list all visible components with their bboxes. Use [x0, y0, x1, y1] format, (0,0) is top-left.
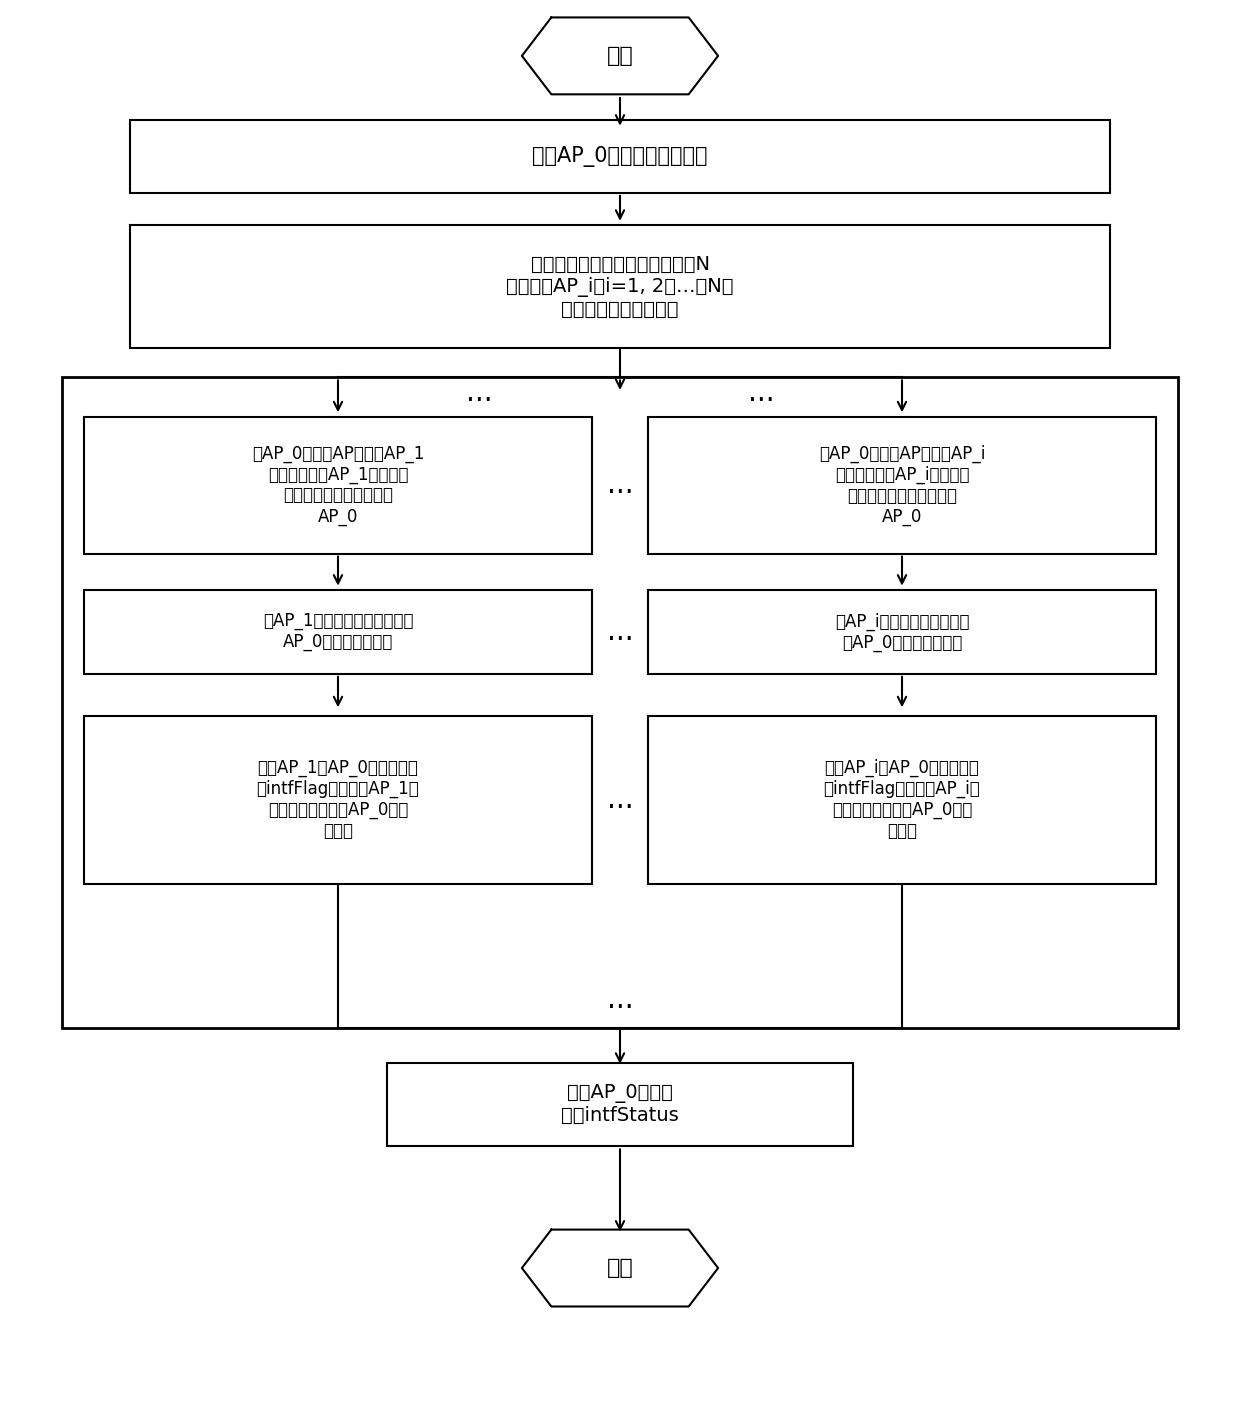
Text: ...: ...	[606, 618, 634, 645]
Text: 更新AP_0的信道质量评估表: 更新AP_0的信道质量评估表	[532, 145, 708, 167]
Text: 结束: 结束	[606, 1258, 634, 1278]
Text: ...: ...	[606, 785, 634, 813]
Text: 开始: 开始	[606, 45, 634, 66]
FancyBboxPatch shape	[647, 590, 1157, 674]
FancyBboxPatch shape	[83, 417, 593, 554]
Text: 将AP_0的邻居AP列表中AP_i
的信息拷贝到AP_i的干扰情
况评估表中，表头更换为
AP_0: 将AP_0的邻居AP列表中AP_i 的信息拷贝到AP_i的干扰情 况评估表中，表…	[818, 445, 986, 525]
FancyBboxPatch shape	[647, 716, 1157, 884]
Text: ...: ...	[606, 472, 634, 498]
Text: 在AP_1的干扰情况评估表中的
AP_0项中添加时间戳: 在AP_1的干扰情况评估表中的 AP_0项中添加时间戳	[263, 613, 413, 651]
Text: 计算AP_i对AP_0的干扰标志
位intfFlag并记录在AP_i的
干扰情况评估表中AP_0项的
对应位: 计算AP_i对AP_0的干扰标志 位intfFlag并记录在AP_i的 干扰情况…	[823, 760, 981, 840]
FancyBboxPatch shape	[647, 417, 1157, 554]
Text: 计算AP_0的干扰
状态intfStatus: 计算AP_0的干扰 状态intfStatus	[562, 1084, 678, 1125]
FancyBboxPatch shape	[387, 1062, 853, 1147]
FancyBboxPatch shape	[129, 120, 1111, 193]
Text: ...: ...	[606, 986, 634, 1014]
FancyBboxPatch shape	[83, 716, 593, 884]
Text: ...: ...	[466, 378, 492, 407]
Text: 计算AP_1对AP_0的干扰标志
位intfFlag并记录在AP_1的
干扰情况评估表中AP_0项的
对应位: 计算AP_1对AP_0的干扰标志 位intfFlag并记录在AP_1的 干扰情况…	[257, 760, 419, 840]
Text: 触发其信道质量评估表中记录的N
个同频邻AP_i（i=1, 2，…，N）
更新其干扰情况评估表: 触发其信道质量评估表中记录的N 个同频邻AP_i（i=1, 2，…，N） 更新其…	[506, 254, 734, 319]
Text: 在AP_i的干扰情况评估表中
的AP_0项中添加时间戳: 在AP_i的干扰情况评估表中 的AP_0项中添加时间戳	[835, 613, 970, 651]
FancyBboxPatch shape	[83, 590, 593, 674]
FancyBboxPatch shape	[62, 377, 1178, 1028]
FancyBboxPatch shape	[129, 225, 1111, 349]
Text: 将AP_0的邻居AP列表中AP_1
的信息拷贝到AP_1的干扰情
况评估表中，表头更换为
AP_0: 将AP_0的邻居AP列表中AP_1 的信息拷贝到AP_1的干扰情 况评估表中，表…	[252, 445, 424, 525]
Text: ...: ...	[748, 378, 774, 407]
